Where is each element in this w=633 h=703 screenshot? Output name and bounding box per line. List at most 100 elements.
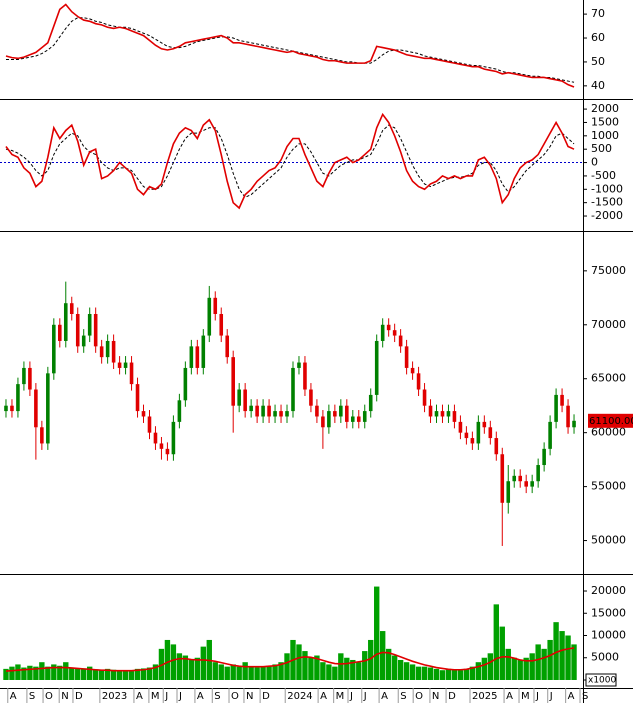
volume-bar <box>140 668 147 680</box>
x-tick-label: A <box>136 691 143 702</box>
candle-body <box>416 373 421 390</box>
candle-body <box>231 357 235 406</box>
volume-bar <box>69 667 75 680</box>
volume-bar <box>523 657 529 680</box>
volume-bar <box>326 664 332 680</box>
volume-bar <box>33 666 39 680</box>
x-tick-label: D <box>448 691 456 702</box>
x-tick-label: J <box>535 691 539 702</box>
x-tick-label: O <box>231 691 239 702</box>
volume-bar <box>469 666 476 680</box>
volume-bar <box>27 665 33 680</box>
volume-bar <box>320 662 326 680</box>
candle-body <box>542 448 546 466</box>
candle-body <box>386 324 391 331</box>
candle-body <box>279 411 283 417</box>
volume-bar <box>57 665 63 680</box>
indicator-line <box>5 112 575 210</box>
candle-body <box>58 324 62 341</box>
y-unit-label: x1000 <box>588 676 617 686</box>
volume-bar <box>374 586 380 680</box>
volume-bar <box>541 648 547 680</box>
x-tick-label: A <box>10 691 17 702</box>
x-tick-label: 2024 <box>287 691 312 702</box>
candle-body <box>554 394 558 422</box>
candle-body <box>52 324 56 374</box>
volume-bar <box>134 668 141 680</box>
volume-bar <box>146 667 153 680</box>
candle-body <box>500 454 505 503</box>
candle-body <box>309 389 313 406</box>
y-tick-label: -2000 <box>591 209 623 222</box>
last-price-box <box>588 413 633 428</box>
volume-bar <box>302 651 308 680</box>
candle-body <box>213 297 218 314</box>
volume-bar <box>39 662 45 680</box>
volume-bar <box>397 659 404 680</box>
volume-bar <box>463 668 470 680</box>
volume-bar <box>565 635 571 680</box>
volume-bar <box>559 631 565 680</box>
volume-bar <box>296 644 302 680</box>
y-tick-label: 1000 <box>591 129 619 142</box>
y-tick-label: 20000 <box>591 584 626 597</box>
candle-body <box>482 421 487 428</box>
volume-bar <box>92 669 99 680</box>
volume-bar <box>254 667 260 680</box>
y-tick-label: 0 <box>591 156 598 169</box>
candle-body <box>34 389 38 428</box>
x-tick-label: J <box>178 691 182 702</box>
volume-bar <box>314 655 320 680</box>
y-tick-label: 40 <box>591 79 605 92</box>
volume-bar <box>128 671 135 680</box>
candle-body <box>345 405 349 422</box>
volume-bar <box>493 604 499 680</box>
candle-body <box>285 411 289 417</box>
candle-body <box>512 475 517 482</box>
candle-body <box>560 394 564 406</box>
candle-body <box>315 405 319 417</box>
volume-bar <box>15 664 21 680</box>
volume-bar <box>218 664 224 680</box>
candle-body <box>333 411 337 417</box>
candle-body <box>398 335 403 347</box>
candle-body <box>111 340 116 363</box>
x-tick-label: M <box>521 691 530 702</box>
volume-bar <box>51 664 57 680</box>
volume-bar <box>511 657 517 680</box>
volume-bar <box>272 664 278 680</box>
candle-body <box>452 411 457 422</box>
x-tick-label: J <box>164 691 168 702</box>
candle-body <box>75 313 80 347</box>
y-tick-label: 70000 <box>591 318 626 331</box>
y-tick-label: 500 <box>591 142 612 155</box>
volume-bar <box>164 639 171 680</box>
volume-bar <box>45 666 51 680</box>
x-tick-label: A <box>568 691 575 702</box>
candle-body <box>87 313 92 336</box>
candle-body <box>4 405 8 412</box>
candle-body <box>273 411 277 417</box>
volume-bar <box>116 671 123 680</box>
candle-body <box>572 420 576 428</box>
candle-body <box>524 481 528 487</box>
candle-body <box>530 481 534 487</box>
volume-bar <box>278 662 284 680</box>
signal-line <box>5 124 575 198</box>
y-tick-label: 5000 <box>591 651 619 664</box>
volume-bar <box>391 655 398 680</box>
volume-bar <box>284 653 290 680</box>
y-tick-label: -1000 <box>591 182 623 195</box>
candle-body <box>22 367 26 385</box>
volume-bar <box>529 653 535 680</box>
candle-body <box>404 346 409 368</box>
signal-line <box>5 17 575 83</box>
x-tick-label: J <box>349 691 353 702</box>
volume-bar <box>188 659 195 680</box>
y-tick-label: 50 <box>591 55 605 68</box>
candle-body <box>117 362 122 368</box>
volume-bar <box>499 626 505 680</box>
y-tick-label: 70 <box>591 7 605 20</box>
volume-bar <box>63 662 69 680</box>
